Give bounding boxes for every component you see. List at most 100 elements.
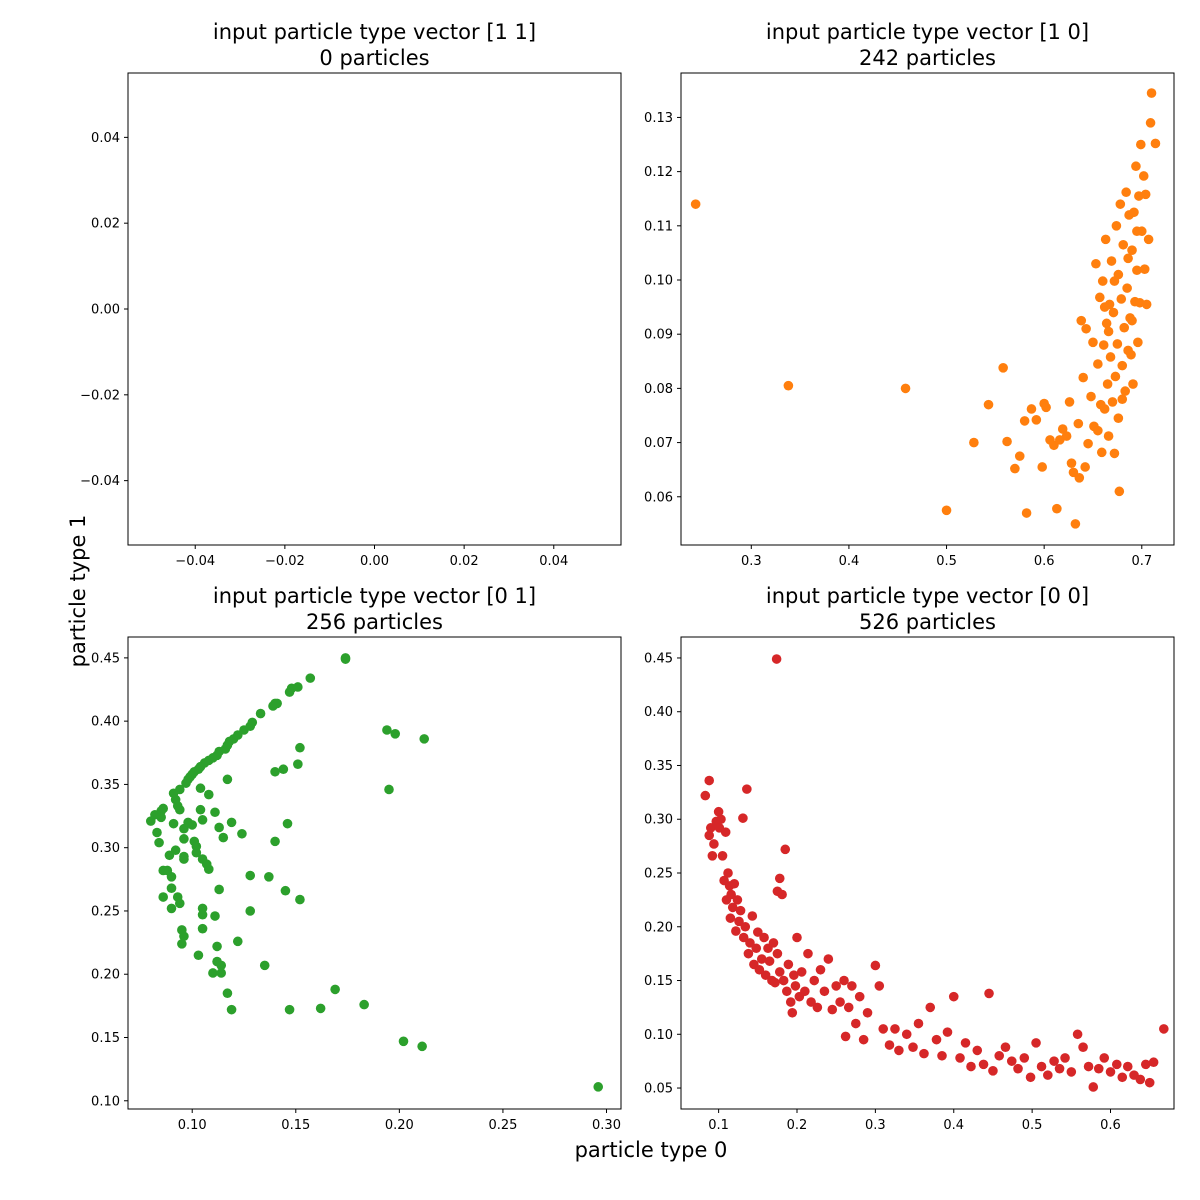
data-point <box>978 1059 989 1070</box>
data-point <box>1086 391 1096 402</box>
data-point <box>790 981 801 991</box>
data-point <box>900 383 911 394</box>
data-point <box>955 1053 965 1063</box>
data-point <box>937 1050 947 1061</box>
data-point <box>716 814 726 825</box>
data-point <box>984 988 994 999</box>
data-point <box>753 927 763 937</box>
data-point <box>255 708 266 719</box>
data-point <box>1078 1042 1088 1052</box>
data-point <box>835 997 845 1007</box>
data-point <box>1113 269 1124 280</box>
x-tick-label: 0.4 <box>839 554 860 569</box>
data-point <box>154 837 164 848</box>
data-point <box>884 1040 895 1050</box>
x-tick-label: 0.2 <box>787 1118 808 1133</box>
data-point <box>158 803 169 814</box>
data-point <box>890 1024 900 1034</box>
data-point <box>780 844 791 855</box>
data-point <box>1052 503 1062 514</box>
subplot-2-title-line-1: 256 particles <box>306 610 443 634</box>
y-tick-label: 0.40 <box>91 715 120 730</box>
subplot-3-points <box>700 654 1169 1092</box>
data-point <box>1102 379 1113 389</box>
data-point <box>734 916 744 927</box>
data-point <box>1093 1063 1104 1074</box>
data-point <box>789 970 799 980</box>
data-point <box>1088 1082 1099 1092</box>
y-tick-label: 0.30 <box>644 813 673 828</box>
data-point <box>819 986 830 997</box>
data-point <box>1091 258 1101 269</box>
data-point <box>1122 1061 1133 1072</box>
data-point <box>1119 322 1130 333</box>
x-tick-label: 0.3 <box>865 1118 886 1133</box>
data-point <box>152 827 162 838</box>
data-point <box>843 1002 854 1013</box>
data-point <box>245 906 256 916</box>
data-point <box>1138 171 1149 181</box>
data-point <box>1000 1042 1011 1052</box>
data-point <box>197 909 208 920</box>
subplot-1-title-line-1: 242 particles <box>859 46 996 70</box>
data-point <box>1100 234 1111 245</box>
data-point <box>778 975 789 986</box>
data-point <box>272 698 282 709</box>
data-point <box>295 742 305 753</box>
data-point <box>1105 1067 1116 1077</box>
data-point <box>179 834 189 844</box>
data-point <box>226 817 237 828</box>
data-point <box>1025 1072 1036 1083</box>
x-tick-label: −0.04 <box>175 554 215 569</box>
data-point <box>156 812 166 823</box>
y-tick-label: 0.12 <box>644 165 673 180</box>
data-point <box>969 437 979 448</box>
data-point <box>390 729 401 739</box>
x-tick-label: 0.04 <box>539 554 568 569</box>
data-point <box>1083 438 1093 449</box>
x-tick-label: 0.15 <box>281 1118 310 1133</box>
data-point <box>745 938 755 948</box>
data-point <box>839 975 849 986</box>
data-point <box>216 960 227 971</box>
data-point <box>713 806 724 817</box>
x-tick-label: 0.00 <box>360 554 389 569</box>
data-point <box>942 1027 953 1037</box>
data-point <box>870 960 881 971</box>
data-point <box>840 1031 851 1042</box>
data-point <box>738 813 748 823</box>
x-tick-label: 0.25 <box>488 1118 517 1133</box>
data-point <box>777 889 787 900</box>
data-point <box>862 1007 873 1018</box>
data-point <box>166 883 177 893</box>
data-point <box>756 954 767 964</box>
data-point <box>247 717 258 728</box>
data-point <box>226 1004 237 1015</box>
data-point <box>1128 379 1138 389</box>
data-point <box>1133 337 1143 348</box>
data-point <box>1106 256 1117 266</box>
data-point <box>1114 486 1125 497</box>
data-point <box>771 654 782 664</box>
data-point <box>972 1045 983 1056</box>
data-point <box>709 839 719 849</box>
data-point <box>725 913 736 923</box>
data-point <box>1127 315 1137 326</box>
data-point <box>941 505 952 516</box>
data-point <box>1121 187 1131 198</box>
data-point <box>193 950 204 961</box>
data-point <box>1115 199 1126 209</box>
data-point <box>203 789 214 800</box>
data-point <box>1074 473 1085 483</box>
data-point <box>245 870 256 881</box>
data-point <box>177 939 187 949</box>
subplot-1-title-line-0: input particle type vector [1 0] <box>766 20 1089 44</box>
y-tick-label: 0.45 <box>91 651 120 666</box>
data-point <box>1108 307 1119 318</box>
subplot-grid: input particle type vector [1 1]0 partic… <box>80 20 1175 1133</box>
data-point <box>191 847 202 858</box>
data-point <box>768 938 779 948</box>
y-tick-label: 0.08 <box>644 382 673 397</box>
data-point <box>1049 1056 1059 1066</box>
